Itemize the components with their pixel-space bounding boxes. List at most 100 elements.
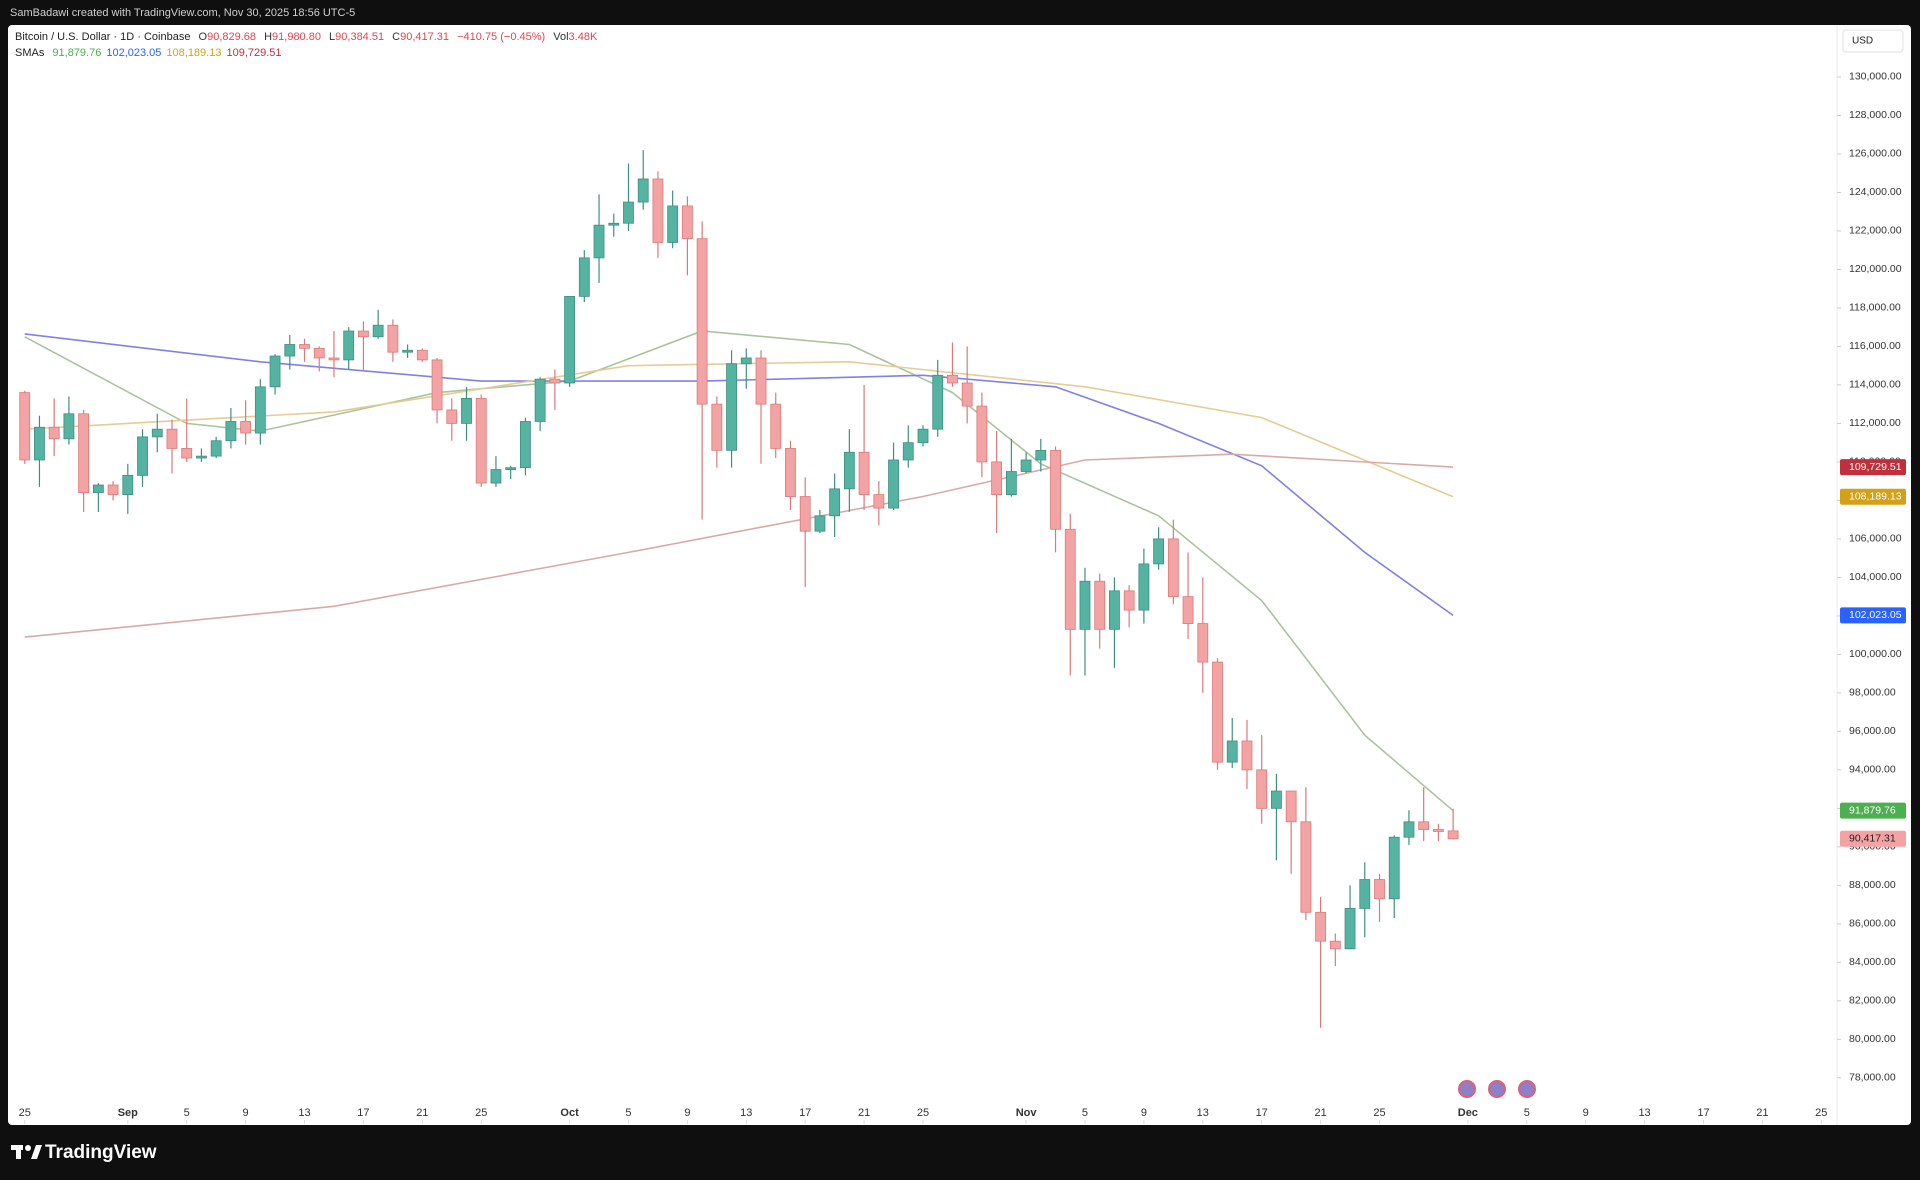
event-icon[interactable] xyxy=(1488,1080,1506,1098)
y-tick-label: 104,000.00 xyxy=(1849,571,1902,583)
candle-body xyxy=(19,392,31,461)
header-text: SamBadawi created with TradingView.com, … xyxy=(10,7,355,19)
volume-key: Vol xyxy=(553,31,569,43)
chart-panel xyxy=(8,25,1911,1125)
candle-body xyxy=(343,330,355,361)
sma-legend-value: 102,023.05 xyxy=(106,47,162,59)
y-tick-label: 96,000.00 xyxy=(1849,725,1896,737)
x-tick-label: 5 xyxy=(1082,1107,1088,1119)
y-tick-label: 114,000.00 xyxy=(1849,379,1901,391)
candle-body xyxy=(564,295,575,384)
candle-body xyxy=(1226,740,1238,763)
candle-body xyxy=(240,421,252,434)
logo-part xyxy=(25,1145,31,1151)
candle-body xyxy=(1138,563,1150,611)
price-tag xyxy=(1840,607,1906,624)
y-tick-label: 130,000.00 xyxy=(1849,71,1902,83)
y-tick-label: 126,000.00 xyxy=(1849,148,1902,160)
symbol-title: Bitcoin / U.S. Dollar · 1D · Coinbase xyxy=(15,31,191,43)
candle-body xyxy=(313,347,325,359)
y-tick-label: 122,000.00 xyxy=(1849,225,1902,237)
candle-body xyxy=(799,496,811,532)
price-tag-label: 102,023.05 xyxy=(1849,609,1902,621)
candle-body xyxy=(1079,580,1091,630)
candle-body xyxy=(858,451,870,496)
x-tick-label: 9 xyxy=(243,1107,249,1119)
candle-body xyxy=(519,421,531,469)
event-icon[interactable] xyxy=(1518,1080,1536,1098)
candle-body xyxy=(490,469,502,484)
candle-body xyxy=(961,382,973,407)
candle-body xyxy=(1035,449,1047,461)
candle-body xyxy=(372,324,384,338)
x-tick-label: 25 xyxy=(475,1107,487,1119)
x-tick-label: 21 xyxy=(858,1107,870,1119)
candle-body xyxy=(578,257,590,297)
volume: 3.48K xyxy=(568,31,598,43)
candle-body xyxy=(785,448,796,497)
y-tick-label: 128,000.00 xyxy=(1849,109,1902,121)
y-tick-label: 82,000.00 xyxy=(1849,995,1896,1007)
candle-body xyxy=(740,357,752,365)
y-tick-label: 94,000.00 xyxy=(1849,764,1896,776)
x-tick-label: 21 xyxy=(416,1107,428,1119)
sma-line xyxy=(24,453,1454,638)
x-tick-label: 9 xyxy=(1583,1107,1589,1119)
candle-body xyxy=(726,363,737,451)
candle-body xyxy=(137,436,148,476)
change: −410.75 (−0.45%) xyxy=(457,31,546,43)
candle-body xyxy=(681,205,693,240)
candle-body xyxy=(328,357,340,361)
logo-part xyxy=(31,1145,42,1159)
candle-body xyxy=(1167,538,1179,598)
ohlc-key: C xyxy=(392,31,401,43)
y-tick-label: 78,000.00 xyxy=(1849,1072,1896,1084)
footer-logo: TradingView xyxy=(45,1142,157,1163)
y-tick-label: 118,000.00 xyxy=(1849,302,1901,314)
currency: USD xyxy=(1852,36,1873,47)
candle-body xyxy=(122,474,134,496)
candle-body xyxy=(1197,623,1209,663)
y-tick-label: 88,000.00 xyxy=(1849,879,1896,891)
candle-body xyxy=(151,428,163,438)
candle-body xyxy=(166,428,178,449)
candle-body xyxy=(196,455,207,459)
candle-body xyxy=(1241,740,1253,771)
candle-body xyxy=(667,205,679,243)
ohlc-key: L xyxy=(329,31,336,43)
candle-body xyxy=(1403,821,1415,838)
ohlc-value: 90,384.51 xyxy=(335,31,385,43)
event-icons xyxy=(1458,1080,1536,1098)
candle-body xyxy=(1153,538,1165,565)
candle-body xyxy=(446,409,458,424)
ohlc-value: 90,829.68 xyxy=(207,31,257,43)
price-tag-label: 90,417.31 xyxy=(1849,833,1896,845)
candle-body xyxy=(1344,908,1356,950)
candle-body xyxy=(593,224,605,259)
price-tag xyxy=(1840,830,1906,847)
candle-body xyxy=(505,467,517,471)
y-tick-label: 124,000.00 xyxy=(1849,186,1902,198)
candle-body xyxy=(1050,449,1061,530)
sma-legend-title: SMAs xyxy=(15,47,45,59)
ohlc-value: 90,417.31 xyxy=(400,31,450,43)
sma-line xyxy=(24,333,1454,617)
candle-body xyxy=(269,355,281,388)
event-icon[interactable] xyxy=(1458,1080,1476,1098)
candle-body xyxy=(1020,459,1032,472)
candle-body xyxy=(711,403,723,451)
candle-body xyxy=(431,359,443,411)
candle-body xyxy=(549,378,561,384)
candle-body xyxy=(1329,940,1341,950)
candle-body xyxy=(1064,528,1076,630)
y-tick-label: 80,000.00 xyxy=(1849,1033,1896,1045)
candle-body xyxy=(888,459,899,509)
candle-body xyxy=(755,357,767,405)
currency-box xyxy=(1842,29,1904,53)
candle-body xyxy=(1359,879,1371,909)
x-tick-label: 13 xyxy=(298,1107,310,1119)
candle-body xyxy=(402,349,414,353)
price-tag xyxy=(1840,802,1906,819)
sma-legend-value: 91,879.76 xyxy=(52,47,102,59)
